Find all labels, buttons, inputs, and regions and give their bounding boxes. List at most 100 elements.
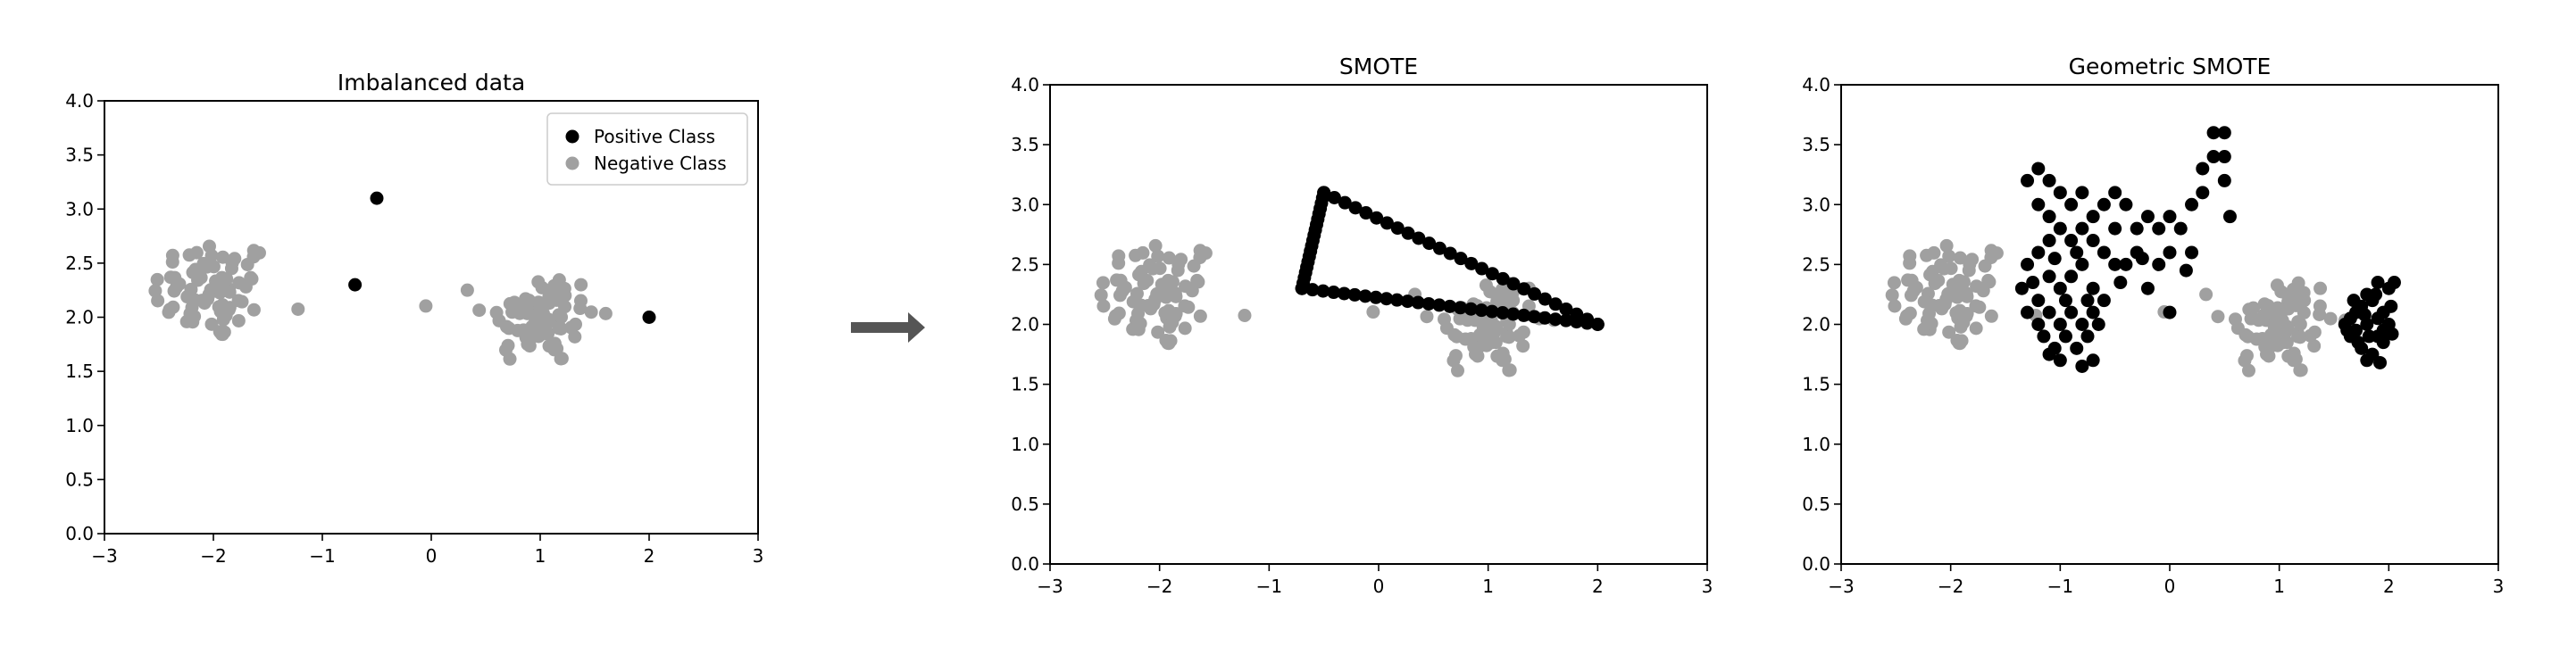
negative-point — [1920, 313, 1934, 328]
negative-point — [1942, 325, 1956, 339]
synthetic-point — [1305, 283, 1320, 297]
negative-point — [2294, 363, 2308, 377]
positive-point — [2042, 305, 2056, 319]
y-tick-label: 2.0 — [65, 307, 94, 328]
negative-point — [1191, 275, 1205, 289]
negative-point — [1938, 296, 1952, 311]
synthetic-point — [1400, 294, 1414, 309]
positive-point — [2086, 210, 2100, 224]
synthetic-point — [1580, 316, 1595, 330]
synthetic-point — [1485, 267, 1499, 281]
synthetic-point — [1517, 308, 1531, 322]
positive-point — [2086, 305, 2100, 319]
positive-point — [2347, 294, 2361, 308]
positive-point — [2222, 210, 2237, 224]
negative-point — [1151, 249, 1165, 263]
positive-point — [2031, 162, 2046, 176]
x-tick-label: −2 — [1938, 576, 1963, 597]
synthetic-point — [1422, 236, 1437, 251]
positive-point — [2119, 257, 2133, 271]
chart-smote: SMOTE −3 −2 −1 0 1 2 3 0.0 0.5 1.0 1.5 2.0 2.5 3.0 3.5 4… — [1011, 54, 1713, 597]
synthetic-point — [1538, 311, 1552, 325]
negative-point — [1480, 338, 1494, 352]
negative-point — [2211, 310, 2225, 324]
negative-point — [1169, 289, 1183, 303]
positive-point — [2351, 336, 2365, 350]
negative-point — [1146, 296, 1161, 311]
negative-point — [1193, 309, 1207, 323]
positive-point — [2026, 276, 2040, 290]
positive-point — [2070, 245, 2084, 260]
positive-point — [2163, 305, 2177, 319]
positive-point — [2140, 281, 2155, 295]
positive-point — [2097, 245, 2111, 260]
x-tick-label: 2 — [644, 545, 655, 567]
positive-point — [2185, 197, 2199, 211]
positive-point — [2042, 173, 2056, 187]
positive-point — [2163, 210, 2177, 224]
negative-point — [246, 303, 261, 317]
negative-point — [1129, 313, 1143, 328]
negative-point — [550, 342, 564, 356]
y-tick-label: 3.0 — [1011, 194, 1039, 215]
positive-point — [2384, 299, 2398, 313]
synthetic-point — [1327, 191, 1341, 205]
positive-point — [2053, 353, 2067, 368]
negative-point — [2239, 349, 2254, 363]
negative-point — [554, 321, 568, 336]
positive-point — [2217, 173, 2231, 187]
y-tick-label: 1.5 — [1802, 374, 1830, 395]
positive-point — [2042, 269, 2056, 284]
negative-point — [188, 293, 203, 307]
negative-point — [1455, 311, 1470, 325]
negative-point — [554, 352, 569, 366]
positive-point — [2130, 221, 2144, 236]
negative-point — [2323, 311, 2338, 326]
negative-point — [522, 339, 537, 353]
positive-point — [2042, 234, 2056, 248]
y-tick-label: 2.5 — [65, 253, 94, 274]
positive-point — [2217, 126, 2231, 140]
negative-point — [1178, 299, 1192, 313]
negative-point — [1888, 299, 1902, 313]
x-tick-label: 1 — [2273, 576, 2285, 597]
negative-point — [1471, 349, 1485, 363]
negative-point — [2288, 352, 2303, 367]
x-tick-label: 1 — [1482, 576, 1494, 597]
negative-point — [1503, 363, 1517, 377]
negative-point — [1238, 308, 1252, 322]
positive-point — [2075, 359, 2089, 373]
chart-imbalanced-data: Imbalanced data −3 −2 −1 0 1 2 3 0.0 0.5 1.0 1.5 2.0… — [65, 70, 763, 567]
positive-point — [2163, 245, 2177, 260]
negative-point — [1178, 321, 1192, 336]
negative-point — [531, 275, 546, 289]
negative-point — [1969, 321, 1983, 336]
positive-point — [2371, 311, 2385, 326]
synthetic-point — [1506, 307, 1521, 321]
synthetic-point — [1559, 302, 1573, 316]
negative-point — [1497, 352, 1512, 367]
negative-point — [2270, 278, 2284, 293]
negative-point — [573, 302, 588, 316]
negative-point — [1448, 349, 1463, 363]
positive-point — [2075, 318, 2089, 331]
negative-point — [518, 302, 532, 316]
negative-point — [2313, 307, 2327, 321]
synthetic-point — [1485, 304, 1499, 319]
negative-point — [216, 250, 230, 264]
positive-point — [2031, 294, 2046, 308]
negative-point — [224, 261, 238, 276]
negative-point — [1158, 306, 1172, 320]
y-tick-label: 1.0 — [1802, 434, 1830, 455]
y-tick-label: 4.0 — [1011, 74, 1039, 95]
negative-point — [1982, 275, 1997, 289]
positive-point — [2021, 305, 2035, 319]
negative-point — [252, 245, 266, 260]
negative-point — [1174, 253, 1188, 267]
negative-point — [1984, 309, 1998, 323]
negative-point — [245, 272, 259, 286]
synthetic-point — [1454, 301, 1468, 315]
positive-point — [2053, 186, 2067, 200]
negative-point — [222, 285, 237, 299]
positive-point — [2086, 234, 2100, 248]
